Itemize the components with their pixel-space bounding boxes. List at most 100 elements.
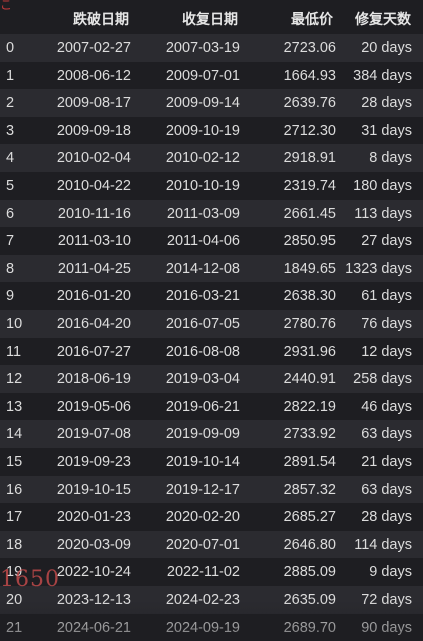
break-date-cell: 2009-08-17 <box>56 95 131 112</box>
recover-date-cell: 2020-07-01 <box>165 536 240 553</box>
repair-days-cell: 114 days <box>354 536 412 553</box>
break-date-cell: 2018-06-19 <box>56 371 131 388</box>
break-date-cell: 2020-01-23 <box>56 509 131 526</box>
table-row: 8 2011-04-25 2014-12-08 1849.65 1323 days <box>0 254 423 283</box>
repair-days-cell: 63 days <box>361 481 412 498</box>
repair-days-cell: 384 days <box>353 67 412 84</box>
recover-date-cell: 2019-06-21 <box>165 398 240 415</box>
break-date-cell: 2008-06-12 <box>56 67 131 84</box>
repair-days-cell: 258 days <box>353 371 412 388</box>
row-index: 17 <box>6 509 23 526</box>
low-price-cell: 2822.19 <box>283 398 336 415</box>
table-row: 18 2020-03-09 2020-07-01 2646.80 114 days <box>0 530 423 559</box>
table-row: 11 2016-07-27 2016-08-08 2931.96 12 days <box>0 337 423 366</box>
repair-days-cell: 12 days <box>361 343 412 360</box>
break-date-cell: 2009-09-18 <box>56 122 131 139</box>
row-index: 4 <box>6 150 15 167</box>
low-price-cell: 2639.76 <box>283 95 336 112</box>
row-index: 21 <box>6 619 23 636</box>
table-row: 10 2016-04-20 2016-07-05 2780.76 76 days <box>0 310 423 338</box>
recover-date-cell: 2020-02-20 <box>165 509 240 526</box>
repair-days-cell: 28 days <box>361 95 412 112</box>
row-index: 14 <box>6 426 23 443</box>
low-price-cell: 2885.09 <box>283 564 336 581</box>
low-price-cell: 2723.06 <box>283 40 336 56</box>
break-date-cell: 2022-10-24 <box>56 564 131 581</box>
row-index: 16 <box>6 481 23 498</box>
break-date-cell: 2010-04-22 <box>56 178 131 194</box>
table-row: 0 2007-02-27 2007-03-19 2723.06 20 days <box>0 34 423 62</box>
recover-date-cell: 2007-03-19 <box>165 40 240 56</box>
table-row: 9 2016-01-20 2016-03-21 2638.30 61 days <box>0 282 423 310</box>
row-index: 7 <box>6 233 15 250</box>
row-index: 8 <box>6 260 15 277</box>
table-row: 19 2022-10-24 2022-11-02 2885.09 9 days <box>0 558 423 586</box>
low-price-cell: 2440.91 <box>283 371 336 388</box>
row-index: 0 <box>6 40 15 56</box>
row-index: 11 <box>6 343 22 360</box>
low-price-cell: 1664.93 <box>283 67 336 84</box>
repair-days-cell: 31 days <box>361 122 412 139</box>
repair-days-cell: 61 days <box>361 288 412 305</box>
table-row: 15 2019-09-23 2019-10-14 2891.54 21 days <box>0 448 423 476</box>
break-date-cell: 2011-03-10 <box>57 233 131 250</box>
table-row: 3 2009-09-18 2009-10-19 2712.30 31 days <box>0 116 423 145</box>
row-index: 6 <box>6 205 15 222</box>
repair-days-cell: 113 days <box>354 205 412 222</box>
break-date-cell: 2019-05-06 <box>56 398 131 415</box>
repair-days-cell: 9 days <box>369 564 412 581</box>
header-repair-days: 修复天数 <box>355 11 411 27</box>
row-index: 12 <box>6 371 23 388</box>
low-price-cell: 2931.96 <box>283 343 336 360</box>
low-price-cell: 2857.32 <box>283 481 336 498</box>
recover-date-cell: 2019-03-04 <box>165 371 240 388</box>
recover-date-cell: 2016-08-08 <box>165 343 240 360</box>
row-index: 20 <box>6 592 23 608</box>
recover-date-cell: 2024-02-23 <box>165 592 240 608</box>
corner-mark: こ <box>0 0 13 12</box>
table-row: 14 2019-07-08 2019-09-09 2733.92 63 days <box>0 420 423 448</box>
recover-date-cell: 2016-03-21 <box>165 288 240 305</box>
repair-days-cell: 46 days <box>361 398 412 415</box>
break-date-cell: 2010-02-04 <box>56 150 131 167</box>
recover-date-cell: 2019-09-09 <box>165 426 240 443</box>
break-date-cell: 2019-07-08 <box>56 426 131 443</box>
recover-date-cell: 2010-10-19 <box>165 178 240 194</box>
low-price-cell: 2635.09 <box>283 592 336 608</box>
recover-date-cell: 2009-07-01 <box>165 67 240 84</box>
table-row: 13 2019-05-06 2019-06-21 2822.19 46 days <box>0 392 423 421</box>
repair-days-cell: 180 days <box>353 178 412 194</box>
row-index: 1 <box>6 67 15 84</box>
repair-days-cell: 28 days <box>361 509 412 526</box>
table-row: 1 2008-06-12 2009-07-01 1664.93 384 days <box>0 61 423 90</box>
break-date-cell: 2011-04-25 <box>57 260 131 277</box>
row-index: 9 <box>6 288 15 305</box>
low-price-cell: 1849.65 <box>283 260 336 277</box>
low-price-cell: 2780.76 <box>283 316 336 332</box>
low-price-cell: 2685.27 <box>283 509 336 526</box>
recover-date-cell: 2019-10-14 <box>165 454 240 470</box>
recover-date-cell: 2011-03-09 <box>166 205 240 222</box>
break-date-cell: 2023-12-13 <box>56 592 131 608</box>
low-price-cell: 2689.70 <box>283 619 336 636</box>
row-index: 2 <box>6 95 15 112</box>
table-row: 12 2018-06-19 2019-03-04 2440.91 258 days <box>0 365 423 393</box>
row-index: 3 <box>6 122 15 139</box>
low-price-cell: 2319.74 <box>283 178 336 194</box>
table-row: 4 2010-02-04 2010-02-12 2918.91 8 days <box>0 144 423 172</box>
row-index: 15 <box>6 454 23 470</box>
row-index: 18 <box>6 536 23 553</box>
recover-date-cell: 2011-04-06 <box>166 233 240 250</box>
row-index: 19 <box>6 564 23 581</box>
repair-days-cell: 72 days <box>361 592 412 608</box>
row-index: 13 <box>6 398 23 415</box>
break-date-cell: 2020-03-09 <box>56 536 131 553</box>
repair-days-cell: 20 days <box>361 40 412 56</box>
break-date-cell: 2007-02-27 <box>56 40 131 56</box>
repair-days-cell: 21 days <box>361 454 412 470</box>
repair-days-cell: 90 days <box>361 619 412 636</box>
recover-date-cell: 2022-11-02 <box>166 564 240 581</box>
break-date-cell: 2024-06-21 <box>56 619 131 636</box>
break-date-cell: 2016-01-20 <box>56 288 131 305</box>
low-price-cell: 2646.80 <box>283 536 336 553</box>
